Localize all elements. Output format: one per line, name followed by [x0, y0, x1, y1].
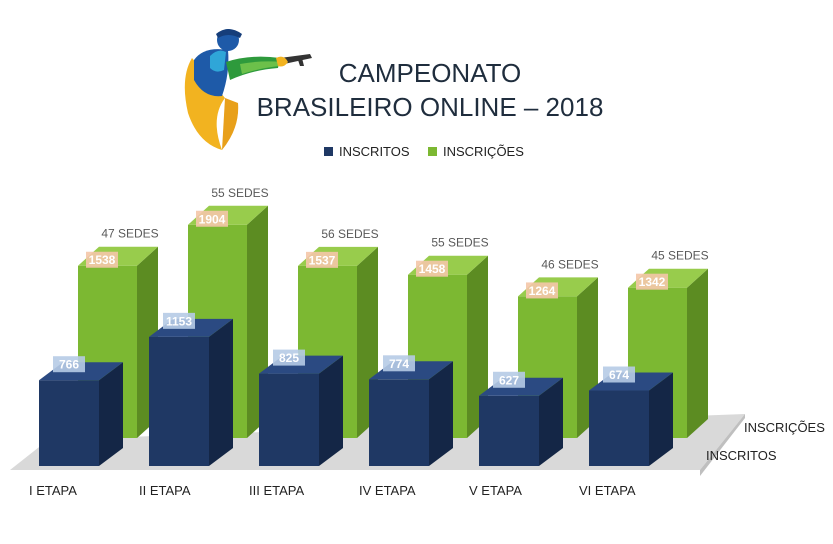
data-label-inscricoes-4: 1264	[529, 284, 556, 298]
bar-inscritos-3-side	[429, 361, 453, 466]
bar-inscritos-2-front	[259, 373, 319, 466]
data-label-inscricoes-3-bg	[416, 260, 448, 277]
bar-inscritos-4-front	[479, 395, 539, 466]
data-label-inscritos-4: 627	[499, 373, 519, 387]
annotation-sedes-5: 45 SEDES	[651, 249, 708, 263]
bar-inscritos-5-front	[589, 390, 649, 466]
bar-inscritos-0-front	[39, 380, 99, 466]
data-label-inscritos-3: 774	[389, 357, 409, 371]
data-label-inscricoes-2-bg	[306, 251, 338, 268]
chart-floor-edge	[700, 414, 745, 476]
bar-inscritos-5-side	[649, 372, 673, 466]
bar-inscritos-2-side	[319, 355, 343, 466]
x-tick-label-3: IV ETAPA	[359, 483, 416, 498]
legend-swatch-inscricoes	[428, 147, 437, 156]
data-label-inscricoes-3: 1458	[419, 262, 446, 276]
x-tick-label-4: V ETAPA	[469, 483, 522, 498]
data-label-inscritos-0: 766	[59, 358, 79, 372]
bar-inscritos-4-side	[539, 377, 563, 466]
annotation-sedes-0: 47 SEDES	[101, 227, 158, 241]
annotation-sedes-4: 46 SEDES	[541, 257, 598, 271]
data-label-inscritos-5-bg	[603, 366, 635, 383]
bar-inscritos-0-side	[99, 362, 123, 466]
data-label-inscritos-1: 1153	[166, 314, 192, 328]
annotation-sedes-2: 56 SEDES	[321, 227, 378, 241]
data-label-inscritos-2-bg	[273, 349, 305, 366]
bar-inscritos-3-front	[369, 379, 429, 466]
shooter-logo-icon	[184, 29, 312, 150]
data-label-inscricoes-0-bg	[86, 251, 118, 268]
data-label-inscricoes-5: 1342	[639, 275, 666, 289]
legend-swatch-inscritos	[324, 147, 333, 156]
chart-title-line2: BRASILEIRO ONLINE – 2018	[256, 92, 604, 122]
data-label-inscricoes-0: 1538	[89, 253, 116, 267]
legend-label-inscricoes: INSCRIÇÕES	[443, 144, 524, 159]
annotation-sedes-1: 55 SEDES	[211, 186, 268, 200]
data-label-inscricoes-4-bg	[526, 282, 558, 299]
bar-inscritos-1-side	[209, 318, 233, 466]
data-label-inscricoes-2: 1537	[309, 253, 336, 267]
data-label-inscricoes-1: 1904	[199, 212, 226, 226]
chart-title-line1: CAMPEONATO	[338, 58, 522, 88]
depth-axis-label-inscricoes: INSCRIÇÕES	[744, 420, 825, 435]
x-tick-label-1: II ETAPA	[139, 483, 191, 498]
data-label-inscricoes-1-bg	[196, 210, 228, 227]
bar-inscricoes-3-side	[467, 255, 488, 438]
x-tick-label-0: I ETAPA	[29, 483, 77, 498]
data-label-inscritos-4-bg	[493, 371, 525, 388]
bar-inscricoes-5-side	[687, 268, 708, 438]
legend-label-inscritos: INSCRITOS	[339, 144, 410, 159]
data-label-inscritos-1-bg	[163, 312, 195, 329]
depth-axis-label-inscritos: INSCRITOS	[706, 448, 777, 463]
data-label-inscritos-0-bg	[53, 356, 85, 373]
legend-item-inscricoes: INSCRIÇÕES	[428, 144, 524, 159]
data-label-inscritos-5: 674	[609, 368, 629, 382]
annotation-sedes-3: 55 SEDES	[431, 236, 488, 250]
data-label-inscritos-3-bg	[383, 355, 415, 372]
data-label-inscritos-2: 825	[279, 351, 299, 365]
legend-item-inscritos: INSCRITOS	[324, 144, 410, 159]
x-tick-label-5: VI ETAPA	[579, 483, 636, 498]
x-tick-label-2: III ETAPA	[249, 483, 304, 498]
data-label-inscricoes-5-bg	[636, 273, 668, 290]
bar-inscritos-1-front	[149, 336, 209, 466]
